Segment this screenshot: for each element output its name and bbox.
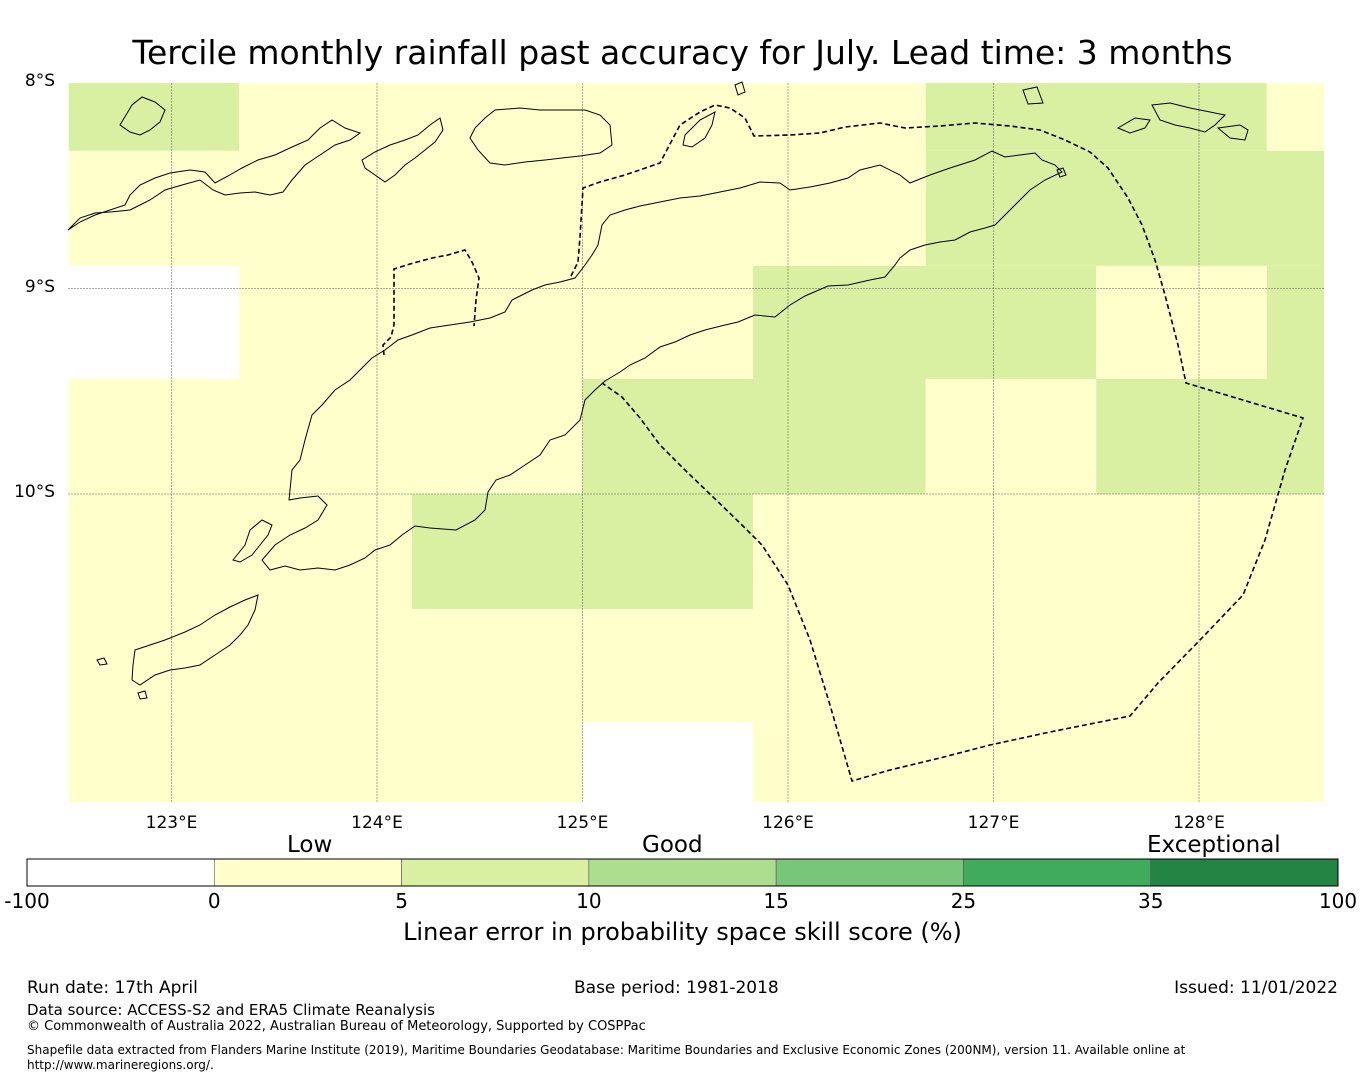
colorbar-tick-label: 0 [207,889,221,913]
colorbar-tick-label: 25 [950,889,977,913]
copyright-notice: © Commonwealth of Australia 2022, Austra… [27,1019,646,1034]
skill-cell [925,83,1267,151]
colorbar-swatch [1150,858,1339,887]
coastline-islet-2 [137,690,148,700]
colorbar-tick-label: 5 [395,889,408,913]
skill-grid [68,83,1324,802]
colorbar-swatch [401,858,590,887]
coastline-lomblen [119,96,166,136]
skill-cell [68,83,240,151]
eez-boundary-timor-leste-north [570,104,1305,782]
map-title: Tercile monthly rainfall past accuracy f… [132,33,1233,72]
coastline-atauro [1056,167,1067,178]
coastline-pantar [361,117,444,183]
skill-cell [1096,378,1324,494]
lon-tick-label: 128°E [1173,813,1225,833]
issued-date: Issued: 11/01/2022 [1174,978,1338,998]
coastline-islet-3 [734,81,746,96]
lat-tick-label: 9°S [24,276,55,297]
colorbar-swatch [775,858,964,887]
lat-tick-label: 8°S [24,71,55,91]
skill-cell [1266,265,1324,379]
coastline-flores [67,119,362,231]
colorbar-tick-label: 15 [763,889,789,913]
coastline-rote [232,519,273,563]
lon-tick-label: 123°E [145,813,198,833]
coastline-leti [1151,102,1227,133]
skill-cell [582,378,926,494]
run-date: Run date: 17th April [27,978,198,998]
colorbar-swatch [26,858,215,887]
skill-cell [582,722,754,802]
colorbar-category-low: Low [287,832,333,858]
shapefile-note: Shapefile data extracted from Flanders M… [27,1043,1186,1072]
coastline-islet-1 [96,657,108,666]
lon-tick-label: 126°E [762,813,814,833]
colorbar [26,858,1339,887]
coastline-wetar [682,111,716,148]
skill-cell [1266,83,1324,151]
colorbar-swatch [963,858,1152,887]
lon-tick-label: 124°E [351,813,403,833]
colorbar-category-exceptional: Exceptional [1147,832,1281,858]
base-period: Base period: 1981-2018 [574,978,779,998]
colorbar-tick-label: 35 [1137,889,1164,913]
colorbar-swatch [213,858,402,887]
coastlines [67,81,1249,700]
coastline-timor [261,150,1063,571]
lon-tick-label: 127°E [967,813,1020,833]
coastline-sawu [131,594,259,686]
colorbar-axis-label: Linear error in probability space skill … [403,918,962,946]
skill-cell [68,150,926,266]
colorbar-tick-label: 100 [1318,889,1358,913]
maritime-boundaries [382,104,1305,782]
colorbar-outline [26,858,1339,887]
coastline-moa [1116,117,1151,134]
coastline-alor [469,107,613,166]
coastline-kisar [1022,86,1044,105]
skill-cell [68,265,240,379]
colorbar-tick-label: -100 [4,889,50,913]
skill-cell [68,722,583,802]
lat-tick-label: 10°S [14,482,55,502]
skill-cell [239,265,754,379]
skill-cell [753,494,1324,610]
skill-cell [753,265,1097,379]
lon-tick-label: 125°E [556,813,609,833]
skill-cell [68,609,1324,723]
graticule [68,83,1324,802]
skill-cell [925,150,1324,266]
coastline-lakor [1216,124,1249,141]
colorbar-category-good: Good [642,832,703,858]
skill-cell [925,378,1097,494]
colorbar-tick-label: 10 [576,889,602,913]
colorbar-swatch [588,858,777,887]
data-source: Data source: ACCESS-S2 and ERA5 Climate … [27,1001,435,1019]
skill-cell [68,378,583,494]
skill-cell [753,722,1324,802]
